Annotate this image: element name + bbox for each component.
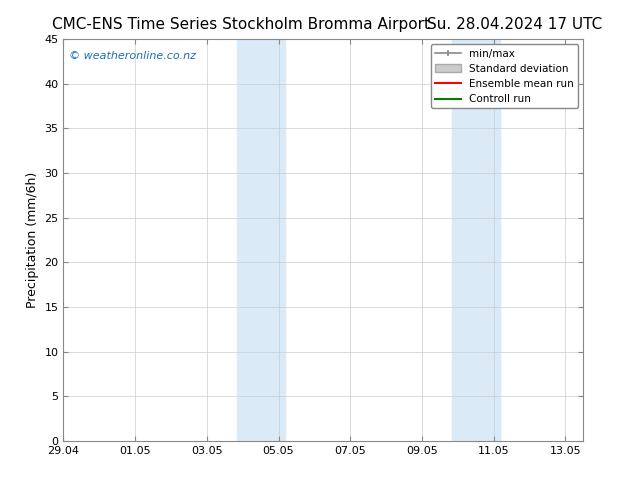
Bar	[452, 39, 500, 441]
Text: © weatheronline.co.nz: © weatheronline.co.nz	[68, 51, 196, 61]
Text: CMC-ENS Time Series Stockholm Bromma Airport: CMC-ENS Time Series Stockholm Bromma Air…	[52, 17, 430, 32]
Legend: min/max, Standard deviation, Ensemble mean run, Controll run: min/max, Standard deviation, Ensemble me…	[430, 45, 578, 108]
Text: Su. 28.04.2024 17 UTC: Su. 28.04.2024 17 UTC	[427, 17, 602, 32]
Y-axis label: Precipitation (mm/6h): Precipitation (mm/6h)	[26, 172, 39, 308]
Bar	[236, 39, 285, 441]
